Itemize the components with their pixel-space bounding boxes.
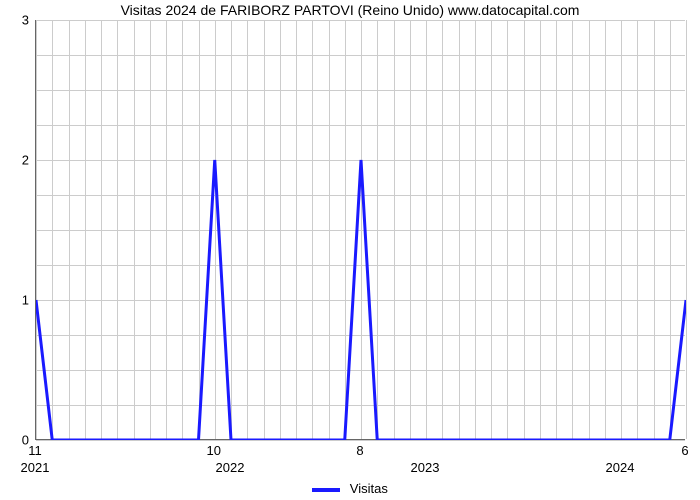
point-label: 10	[207, 443, 221, 458]
x-tick-label: 2024	[606, 460, 635, 475]
chart-title: Visitas 2024 de FARIBORZ PARTOVI (Reino …	[0, 2, 700, 18]
x-tick-label: 2023	[411, 460, 440, 475]
x-tick-label: 2021	[21, 460, 50, 475]
y-tick-label: 1	[9, 293, 29, 308]
gridline-vertical	[686, 20, 687, 439]
y-tick-label: 3	[9, 13, 29, 28]
series-line	[36, 20, 686, 440]
point-label: 8	[356, 443, 363, 458]
point-label: 11	[28, 443, 42, 458]
gridline-horizontal	[36, 440, 685, 441]
legend-label: Visitas	[350, 481, 388, 496]
chart-container: Visitas 2024 de FARIBORZ PARTOVI (Reino …	[0, 0, 700, 500]
point-label: 6	[681, 443, 688, 458]
legend: Visitas	[0, 481, 700, 496]
y-tick-label: 0	[9, 433, 29, 448]
plot-area	[35, 20, 685, 440]
legend-swatch	[312, 488, 340, 492]
y-tick-label: 2	[9, 153, 29, 168]
x-tick-label: 2022	[216, 460, 245, 475]
